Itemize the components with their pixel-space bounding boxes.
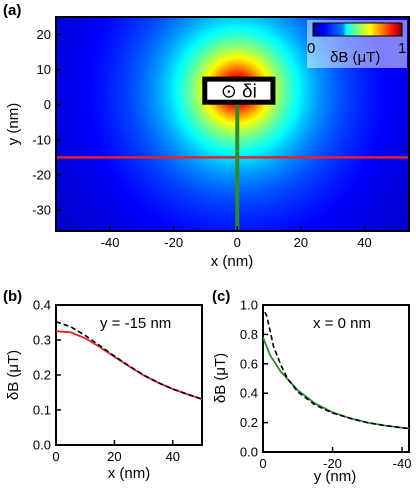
panel-a-axes: -40 -20 0 20 40 20 10 0 -10 -20 -30: [32, 27, 372, 250]
panel-b-xtick-label: 20: [107, 449, 121, 464]
panel-a-xtick-label: 0: [234, 235, 241, 250]
panel-c-ytick-label: 1.0: [240, 298, 258, 313]
panel-c-ytick-label: 0.6: [240, 356, 258, 371]
panel-b-xlabel: x (nm): [108, 465, 151, 482]
colorbar-max-label: 1: [398, 40, 406, 57]
current-source-box-inner: [207, 81, 271, 100]
panel-b-ytick-label: 0.0: [33, 438, 51, 453]
panel-c-ytick-label: 0.2: [240, 415, 258, 430]
panel-a-ytick-label: 0: [44, 97, 51, 112]
panel-a-ytick-label: -30: [32, 202, 51, 217]
panel-a-ytick-label: -10: [32, 132, 51, 147]
panel-a-label: (a): [3, 2, 21, 19]
panel-c-xtick-label: -20: [323, 456, 342, 471]
panel-b-label: (b): [3, 288, 22, 305]
panel-c-xtick-label: 0: [259, 456, 266, 471]
panel-a-ytick-label: 10: [37, 62, 51, 77]
panel-b-ytick-label: 0.4: [33, 298, 51, 313]
panel-a-xlabel: x (nm): [211, 253, 254, 270]
panel-b-ytick-label: 0.2: [33, 368, 51, 383]
panel-a-ylabel: y (nm): [5, 103, 22, 146]
panel-b-ytick-label: 0.1: [33, 403, 51, 418]
panel-c-xlabel: y (nm): [314, 468, 357, 485]
panel-a-xtick-label: 40: [357, 235, 371, 250]
panel-b-ylabel: δB (μT): [5, 350, 22, 400]
panel-c-plot: 0 -20 -40 0.0 0.2 0.4 0.6 0.8 1.0 x = 0 nm: [240, 298, 412, 472]
panel-b-series: [56, 321, 202, 401]
current-source-label: ⊙ δi: [221, 82, 257, 103]
panel-c-annotation: x = 0 nm: [313, 315, 371, 332]
panel-c-ytick-label: 0.4: [240, 386, 258, 401]
panel-c-dashed-series-line: [263, 306, 409, 430]
panel-b-ytick-label: 0.3: [33, 333, 51, 348]
panel-a-ytick-label: -20: [32, 167, 51, 182]
panel-b-xtick-label: 0: [52, 449, 59, 464]
panel-a-ytick-label: 20: [37, 27, 51, 42]
colorbar-title: δB (μT): [330, 49, 380, 66]
colorbar: 0 1 δB (μT): [307, 20, 407, 68]
panel-b-xtick-label: 40: [166, 449, 180, 464]
panel-c-ytick-label: 0.0: [240, 445, 258, 460]
panel-a-frame: [55, 16, 410, 232]
panel-c-label: (c): [212, 288, 230, 305]
panel-b-dashed-series-line: [56, 321, 202, 400]
panel-c-series: [263, 306, 409, 430]
panel-c-ytick-label: 0.8: [240, 327, 258, 342]
panel-c-xtick-label: -40: [393, 456, 412, 471]
panel-c-ylabel: δB (μT): [212, 353, 229, 403]
panel-b-axes: 0 20 40 0.0 0.1 0.2 0.3 0.4: [33, 298, 180, 465]
panel-c-axes: 0 -20 -40 0.0 0.2 0.4 0.6 0.8 1.0: [240, 298, 412, 472]
panel-b-plot: 0 20 40 0.0 0.1 0.2 0.3 0.4 y = -15 nm: [33, 298, 203, 465]
colorbar-min-label: 0: [307, 40, 315, 57]
panel-a-xtick-label: -20: [164, 235, 183, 250]
panel-b-annotation: y = -15 nm: [100, 315, 171, 332]
panel-a-xtick-label: -40: [101, 235, 120, 250]
panel-c-frame: [262, 304, 410, 453]
panel-b-solid-series-line: [56, 330, 202, 401]
panel-a-xtick-label: 20: [294, 235, 308, 250]
colorbar-gradient: [312, 22, 403, 37]
